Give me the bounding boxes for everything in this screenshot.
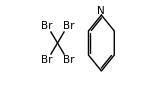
- Text: Br: Br: [41, 55, 52, 65]
- Text: Br: Br: [41, 21, 52, 31]
- Text: Br: Br: [63, 55, 74, 65]
- Text: Br: Br: [63, 21, 74, 31]
- Text: N: N: [97, 6, 105, 16]
